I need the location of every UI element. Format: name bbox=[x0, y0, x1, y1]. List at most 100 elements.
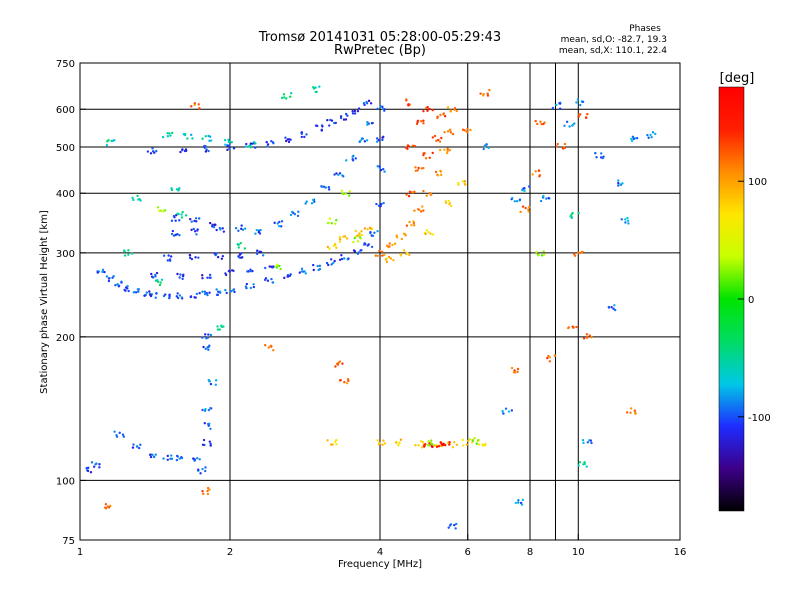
data-point bbox=[482, 147, 485, 151]
data-point bbox=[208, 422, 211, 425]
data-point bbox=[338, 258, 342, 261]
data-point bbox=[176, 212, 179, 215]
data-point bbox=[286, 275, 289, 278]
data-point bbox=[275, 266, 279, 269]
data-point bbox=[328, 217, 332, 220]
data-point bbox=[337, 361, 340, 365]
data-point bbox=[214, 383, 218, 386]
data-point bbox=[548, 356, 552, 359]
data-point bbox=[139, 199, 142, 202]
data-point bbox=[650, 136, 653, 139]
data-point bbox=[131, 252, 134, 255]
data-point bbox=[219, 228, 222, 231]
data-point bbox=[590, 336, 593, 339]
data-point bbox=[195, 456, 199, 460]
data-point bbox=[453, 441, 456, 444]
data-point bbox=[249, 286, 253, 290]
data-point bbox=[451, 446, 455, 449]
data-point bbox=[338, 172, 342, 175]
data-point bbox=[335, 443, 338, 446]
data-point bbox=[439, 113, 442, 117]
data-point bbox=[537, 169, 541, 172]
x-tick-label: 2 bbox=[227, 547, 233, 558]
data-series bbox=[85, 333, 213, 475]
data-point bbox=[206, 276, 209, 279]
data-point bbox=[208, 276, 212, 279]
data-point bbox=[300, 135, 304, 139]
data-point bbox=[155, 271, 159, 275]
data-series bbox=[105, 85, 588, 468]
data-point bbox=[168, 293, 171, 296]
data-point bbox=[204, 150, 208, 153]
data-point bbox=[375, 140, 379, 143]
data-point bbox=[449, 131, 453, 134]
data-point bbox=[376, 230, 379, 233]
data-point bbox=[105, 143, 109, 147]
data-point bbox=[649, 133, 652, 137]
data-point bbox=[434, 170, 438, 174]
data-point bbox=[575, 101, 578, 104]
data-point bbox=[629, 407, 633, 410]
data-point bbox=[114, 284, 117, 287]
data-point bbox=[333, 173, 336, 176]
data-point bbox=[542, 122, 545, 126]
data-point bbox=[647, 136, 650, 139]
data-point bbox=[327, 263, 330, 267]
data-point bbox=[548, 360, 552, 363]
data-point bbox=[617, 184, 620, 187]
data-point bbox=[577, 464, 580, 467]
data-point bbox=[527, 205, 531, 209]
data-point bbox=[402, 249, 406, 252]
data-point bbox=[252, 285, 256, 289]
data-point bbox=[178, 294, 182, 297]
data-point bbox=[473, 436, 476, 440]
data-point bbox=[166, 454, 169, 458]
data-point bbox=[654, 132, 657, 136]
data-point bbox=[577, 115, 580, 118]
data-point bbox=[206, 492, 210, 496]
data-point bbox=[617, 181, 620, 185]
data-point bbox=[379, 168, 383, 172]
data-point bbox=[207, 348, 210, 351]
data-point bbox=[98, 466, 101, 469]
data-point bbox=[373, 231, 376, 234]
data-point bbox=[578, 461, 582, 464]
data-point bbox=[519, 210, 522, 214]
data-point bbox=[206, 346, 209, 349]
data-point bbox=[228, 147, 231, 150]
data-point bbox=[382, 167, 385, 171]
data-point bbox=[448, 128, 452, 131]
data-point bbox=[408, 220, 411, 224]
data-point bbox=[586, 441, 590, 444]
data-points bbox=[85, 85, 657, 530]
data-point bbox=[201, 277, 204, 280]
data-point bbox=[426, 109, 429, 113]
data-point bbox=[531, 173, 534, 176]
data-point bbox=[429, 193, 433, 196]
data-point bbox=[610, 305, 613, 309]
y-tick-label: 750 bbox=[56, 59, 75, 70]
data-point bbox=[366, 228, 369, 231]
data-point bbox=[376, 439, 379, 442]
data-point bbox=[388, 245, 391, 248]
data-series bbox=[170, 214, 217, 228]
data-point bbox=[524, 206, 527, 210]
data-point bbox=[351, 109, 354, 113]
data-point bbox=[523, 189, 526, 193]
data-point bbox=[428, 156, 431, 160]
data-point bbox=[433, 134, 437, 138]
data-point bbox=[273, 221, 276, 225]
data-point bbox=[588, 334, 592, 337]
data-point bbox=[168, 132, 171, 135]
data-point bbox=[195, 220, 198, 223]
data-point bbox=[437, 174, 440, 177]
data-point bbox=[399, 254, 403, 257]
data-point bbox=[206, 489, 209, 493]
y-tick-label: 200 bbox=[56, 333, 75, 344]
data-point bbox=[174, 219, 177, 222]
data-point bbox=[243, 247, 247, 250]
data-point bbox=[152, 276, 155, 279]
data-point bbox=[366, 120, 369, 124]
data-point bbox=[194, 296, 197, 299]
data-point bbox=[376, 107, 379, 111]
